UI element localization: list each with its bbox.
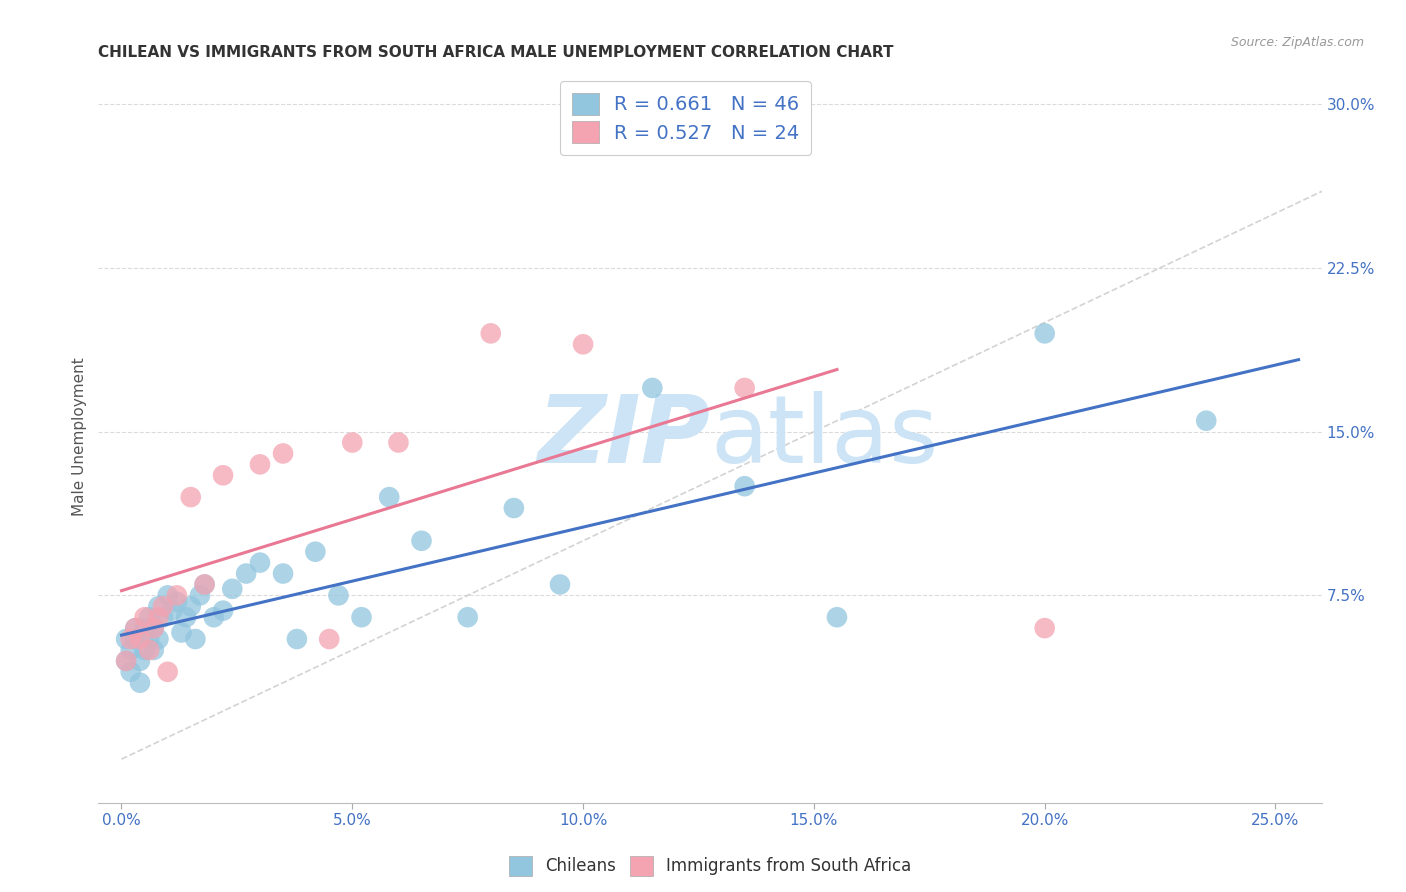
- Point: [479, 326, 502, 341]
- Point: [188, 588, 211, 602]
- Point: [174, 610, 197, 624]
- Point: [212, 468, 235, 483]
- Point: [129, 654, 152, 668]
- Point: [115, 632, 138, 646]
- Y-axis label: Male Unemployment: Male Unemployment: [72, 358, 87, 516]
- Point: [124, 632, 146, 646]
- Point: [156, 665, 179, 679]
- Point: [184, 632, 207, 646]
- Point: [148, 610, 170, 624]
- Point: [387, 435, 409, 450]
- Point: [271, 566, 294, 581]
- Point: [212, 604, 235, 618]
- Point: [194, 577, 217, 591]
- Point: [124, 621, 146, 635]
- Point: [115, 654, 138, 668]
- Point: [148, 632, 170, 646]
- Point: [134, 610, 156, 624]
- Point: [142, 621, 165, 635]
- Point: [180, 599, 202, 614]
- Point: [271, 446, 294, 460]
- Point: [152, 610, 174, 624]
- Point: [120, 632, 142, 646]
- Point: [134, 621, 156, 635]
- Point: [378, 490, 401, 504]
- Point: [138, 643, 160, 657]
- Point: [170, 625, 193, 640]
- Point: [825, 610, 848, 624]
- Point: [194, 577, 217, 591]
- Point: [457, 610, 479, 624]
- Point: [318, 632, 340, 646]
- Point: [328, 588, 350, 602]
- Text: Source: ZipAtlas.com: Source: ZipAtlas.com: [1230, 36, 1364, 49]
- Point: [166, 588, 188, 602]
- Point: [166, 595, 188, 609]
- Point: [142, 643, 165, 657]
- Point: [734, 479, 756, 493]
- Point: [734, 381, 756, 395]
- Legend: Chileans, Immigrants from South Africa: Chileans, Immigrants from South Africa: [502, 850, 918, 882]
- Point: [124, 621, 146, 635]
- Point: [152, 599, 174, 614]
- Point: [411, 533, 433, 548]
- Point: [120, 643, 142, 657]
- Point: [1033, 326, 1056, 341]
- Point: [350, 610, 373, 624]
- Point: [235, 566, 257, 581]
- Point: [249, 458, 271, 472]
- Point: [156, 588, 179, 602]
- Point: [202, 610, 225, 624]
- Point: [221, 582, 243, 596]
- Point: [285, 632, 308, 646]
- Point: [120, 665, 142, 679]
- Point: [129, 675, 152, 690]
- Point: [304, 545, 326, 559]
- Point: [148, 599, 170, 614]
- Point: [1195, 414, 1218, 428]
- Point: [249, 556, 271, 570]
- Point: [138, 610, 160, 624]
- Point: [664, 129, 686, 144]
- Point: [502, 501, 524, 516]
- Text: atlas: atlas: [710, 391, 938, 483]
- Point: [180, 490, 202, 504]
- Point: [1033, 621, 1056, 635]
- Point: [138, 632, 160, 646]
- Point: [548, 577, 571, 591]
- Point: [342, 435, 364, 450]
- Point: [115, 654, 138, 668]
- Point: [134, 643, 156, 657]
- Point: [572, 337, 595, 351]
- Point: [142, 621, 165, 635]
- Text: CHILEAN VS IMMIGRANTS FROM SOUTH AFRICA MALE UNEMPLOYMENT CORRELATION CHART: CHILEAN VS IMMIGRANTS FROM SOUTH AFRICA …: [98, 45, 894, 60]
- Point: [129, 632, 152, 646]
- Point: [641, 381, 664, 395]
- Text: ZIP: ZIP: [537, 391, 710, 483]
- Point: [162, 604, 184, 618]
